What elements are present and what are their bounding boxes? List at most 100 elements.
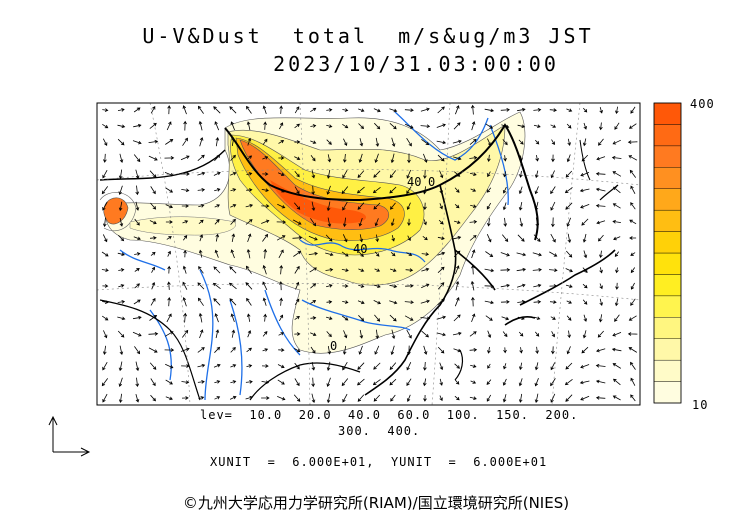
wind-vector — [389, 284, 398, 289]
wind-vector — [117, 316, 126, 321]
wind-vector — [102, 170, 108, 179]
wind-vector — [375, 234, 379, 243]
wind-vector — [612, 395, 621, 401]
wind-vector — [357, 394, 365, 402]
wind-vector — [404, 315, 414, 321]
map-title: U-V&Dust total m/s&ug/m3 JST — [142, 24, 594, 48]
wind-vector — [165, 363, 174, 369]
wind-vector — [247, 233, 252, 243]
wind-vector — [342, 234, 348, 243]
wind-vector — [103, 330, 108, 339]
color-bar-cell — [653, 145, 682, 168]
wind-vector — [551, 346, 555, 355]
wind-vector — [420, 299, 430, 304]
wind-vector — [182, 235, 188, 241]
wind-vector — [612, 203, 621, 209]
wind-vector — [423, 394, 427, 402]
wind-vector — [327, 217, 332, 228]
wind-vector — [406, 362, 412, 371]
wind-vector — [469, 155, 478, 160]
wind-vector — [199, 234, 204, 242]
wind-vector — [518, 202, 523, 211]
wind-vector — [630, 377, 636, 386]
wind-vector — [439, 395, 443, 402]
wind-vector — [325, 316, 333, 320]
wind-vector — [471, 249, 476, 259]
wind-vector — [470, 188, 477, 192]
wind-vector — [118, 235, 125, 242]
wind-vector — [326, 139, 332, 145]
wind-vector — [503, 171, 507, 178]
wind-vector — [516, 252, 527, 257]
wind-vector — [117, 138, 125, 146]
wind-vector — [550, 186, 556, 195]
wind-vector — [279, 122, 284, 130]
wind-vector — [118, 377, 123, 387]
wind-vector — [246, 248, 251, 259]
wind-vector — [595, 379, 606, 384]
wind-vector — [389, 314, 397, 322]
wind-vector — [566, 315, 572, 321]
wind-vector — [277, 379, 285, 385]
color-bar-cell — [653, 209, 682, 232]
wind-vector — [485, 123, 494, 129]
wind-vector — [245, 219, 253, 225]
wind-vector — [199, 329, 204, 339]
wind-vector — [611, 155, 622, 160]
wind-vector — [135, 393, 140, 403]
wind-vector — [470, 380, 477, 384]
wind-vector — [229, 266, 237, 274]
wind-vector — [278, 348, 285, 352]
wind-vector — [405, 268, 414, 272]
wind-vector — [229, 106, 237, 114]
wind-vector — [629, 236, 637, 240]
wind-vector — [390, 252, 396, 257]
wind-vector — [308, 235, 318, 241]
wind-vector — [436, 332, 446, 337]
wind-vector — [180, 155, 190, 161]
wind-vector — [101, 315, 109, 321]
wind-vector — [406, 252, 413, 256]
wind-vector — [198, 219, 204, 225]
wind-vector — [503, 347, 507, 354]
wind-vector — [276, 235, 286, 241]
wind-vector — [230, 154, 236, 161]
wind-vector — [262, 233, 269, 242]
wind-vector — [358, 284, 365, 288]
wind-vector — [325, 252, 334, 257]
wind-vector — [101, 378, 109, 387]
wind-vector — [310, 124, 317, 128]
wind-vector — [197, 171, 206, 176]
contour-label: 0 — [330, 339, 337, 353]
wind-vector — [119, 345, 124, 356]
wind-vector — [455, 265, 460, 275]
wind-vector — [294, 186, 300, 195]
wind-vector — [453, 250, 461, 258]
wind-vector — [454, 379, 460, 385]
wind-vector — [118, 201, 123, 212]
wind-vector — [279, 264, 284, 275]
wind-vector — [311, 185, 315, 195]
wind-vector — [230, 249, 235, 259]
wind-vector — [342, 217, 347, 228]
wind-vector — [150, 251, 156, 256]
wind-vector — [484, 300, 494, 305]
wind-vector — [310, 218, 317, 227]
wind-vector — [373, 300, 382, 305]
wind-vector — [579, 380, 590, 385]
wind-vector — [135, 201, 140, 211]
wind-vector — [391, 329, 396, 340]
wind-vector — [277, 172, 285, 176]
wind-vector — [134, 252, 141, 256]
wind-vector — [373, 170, 381, 178]
wind-vector — [517, 124, 526, 129]
wind-vector — [391, 234, 395, 242]
wind-vector — [310, 140, 317, 144]
wind-vector — [596, 348, 606, 353]
wind-vector — [278, 156, 285, 160]
wind-vector — [487, 138, 492, 147]
wind-vector — [102, 201, 108, 211]
wind-vector — [246, 297, 252, 306]
wind-vector — [599, 122, 603, 131]
wind-vector — [453, 235, 462, 240]
